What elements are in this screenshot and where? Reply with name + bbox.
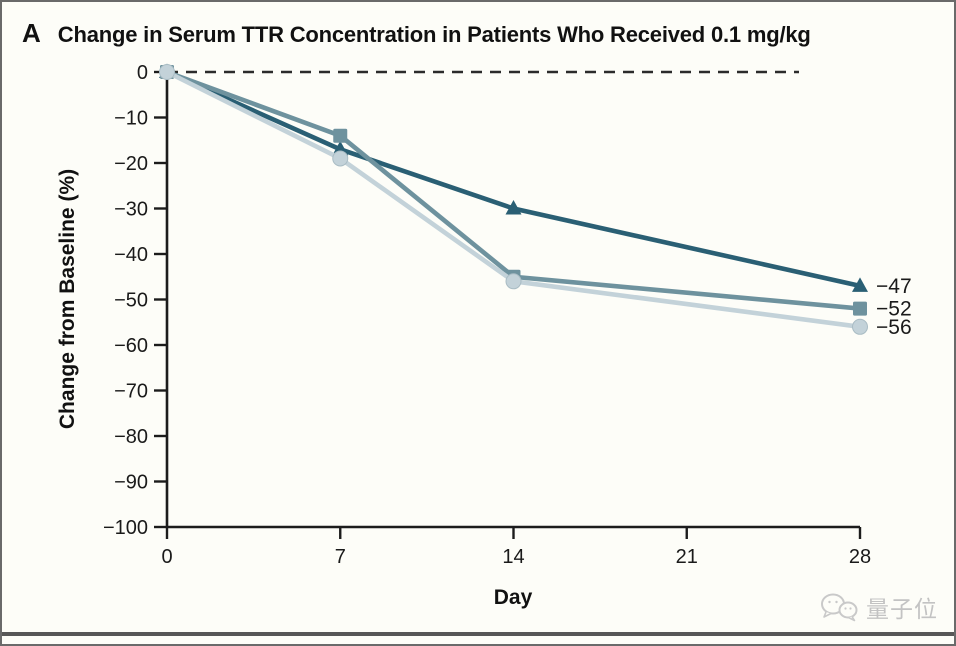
dose-group-square-end-label: −52 xyxy=(876,298,912,321)
y-tick-label: −20 xyxy=(114,153,148,175)
dose-group-triangle-end-label: −47 xyxy=(876,275,912,298)
square-marker xyxy=(333,128,348,143)
circle-marker xyxy=(332,150,349,167)
dose-group-circle-line xyxy=(165,69,861,330)
dose-group-square-line xyxy=(166,69,861,311)
y-tick-label: −90 xyxy=(114,472,148,494)
x-tick-label: 28 xyxy=(849,546,871,568)
x-tick-label: 21 xyxy=(676,546,698,568)
watermark: 量子位 xyxy=(819,590,938,624)
y-tick-label: −80 xyxy=(114,426,148,448)
wechat-icon xyxy=(821,593,858,622)
dose-group-circle-end-label: −56 xyxy=(876,316,912,339)
circle-marker xyxy=(852,318,868,335)
y-tick-label: −50 xyxy=(114,290,148,312)
y-tick-label: −40 xyxy=(114,244,148,266)
triangle-marker xyxy=(505,200,522,215)
triangle-marker xyxy=(852,277,868,292)
circle-marker xyxy=(505,273,522,290)
y-tick-label: −30 xyxy=(114,199,148,221)
x-tick-label: 0 xyxy=(161,546,172,568)
y-tick-label: −10 xyxy=(114,108,148,130)
figure-title: Change in Serum TTR Concentration in Pat… xyxy=(57,22,811,47)
bottom-rule xyxy=(2,632,954,636)
x-tick-label: 14 xyxy=(502,546,524,568)
y-tick-label: −70 xyxy=(114,381,148,403)
y-tick-label: −60 xyxy=(114,335,148,357)
circle-marker xyxy=(159,64,175,80)
dose-group-triangle-line xyxy=(166,69,861,289)
y-tick-label: 0 xyxy=(137,62,148,84)
panel-letter: A xyxy=(22,18,41,48)
square-marker xyxy=(853,301,867,316)
x-tick-label: 7 xyxy=(335,546,346,568)
y-axis-label: Change from Baseline (%) xyxy=(56,168,79,430)
watermark-text: 量子位 xyxy=(866,596,938,622)
x-axis-label: Day xyxy=(493,586,533,609)
figure-title-row: A Change in Serum TTR Concentration in P… xyxy=(22,18,811,49)
y-tick-label: −100 xyxy=(103,517,148,539)
